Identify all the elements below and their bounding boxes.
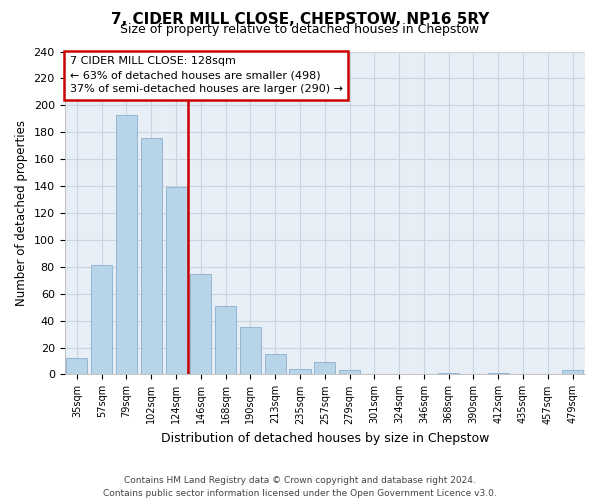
Bar xyxy=(116,114,137,374)
Text: Contains HM Land Registry data © Crown copyright and database right 2024.
Contai: Contains HM Land Registry data © Crown c… xyxy=(103,476,497,498)
Bar xyxy=(91,266,112,374)
X-axis label: Distribution of detached houses by size in Chepstow: Distribution of detached houses by size … xyxy=(161,432,489,445)
Bar xyxy=(438,373,459,374)
Bar xyxy=(314,362,335,374)
Text: 7 CIDER MILL CLOSE: 128sqm
← 63% of detached houses are smaller (498)
37% of sem: 7 CIDER MILL CLOSE: 128sqm ← 63% of deta… xyxy=(70,56,343,94)
Bar xyxy=(215,306,236,374)
Bar xyxy=(240,328,261,374)
Bar xyxy=(488,373,509,374)
Bar xyxy=(339,370,360,374)
Text: 7, CIDER MILL CLOSE, CHEPSTOW, NP16 5RY: 7, CIDER MILL CLOSE, CHEPSTOW, NP16 5RY xyxy=(111,12,489,28)
Bar xyxy=(289,369,311,374)
Bar xyxy=(562,370,583,374)
Bar xyxy=(265,354,286,374)
Bar xyxy=(190,274,211,374)
Bar xyxy=(166,188,187,374)
Bar xyxy=(141,138,162,374)
Bar xyxy=(67,358,88,374)
Y-axis label: Number of detached properties: Number of detached properties xyxy=(15,120,28,306)
Text: Size of property relative to detached houses in Chepstow: Size of property relative to detached ho… xyxy=(121,22,479,36)
